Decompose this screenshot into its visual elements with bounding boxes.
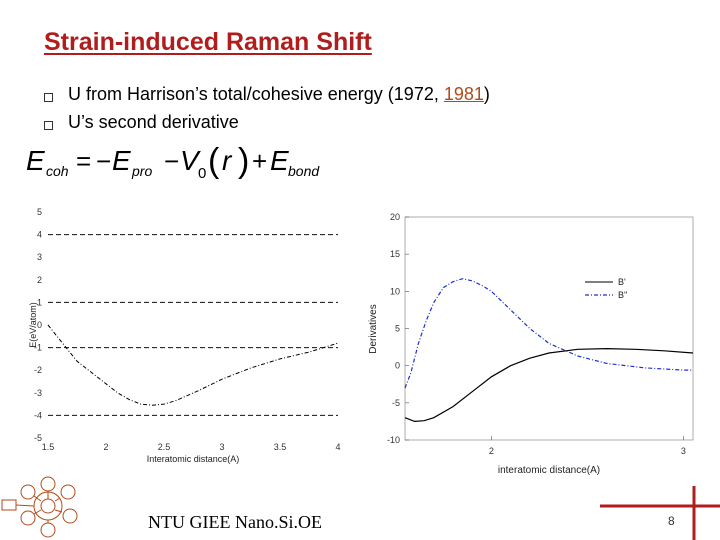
bullet-1-link[interactable]: 1981 [443,84,484,104]
page-number: 8 [668,514,675,528]
energy-y-tick-label: 4 [37,230,42,240]
eq-term3-sub: bond [288,163,320,179]
derivatives-legend: B' B'' [585,277,628,300]
energy-y-tick-label: 5 [37,207,42,217]
eq-minus-2: − [164,146,179,176]
energy-y-tick-label: 0 [37,320,42,330]
energy-y-tick-label: -5 [34,433,42,443]
eq-plus: + [252,146,267,176]
eq-term1: E [112,145,131,176]
eq-lhs: E [26,145,45,176]
energy-y-tick-label: 2 [37,275,42,285]
series-b-prime-line [404,347,694,423]
footer-lab-name: NTU GIEE Nano.Si.OE [148,512,322,532]
derivatives-x-tick-label: 2 [489,446,494,456]
energy-curve [47,324,339,406]
energy-y-tick-label: 1 [37,297,42,307]
energy-chart-ylabel: E(eV/atom) [28,302,38,348]
derivatives-y-tick-label: -5 [392,398,400,408]
energy-x-tick-label: 3 [219,442,224,452]
eq-paren-open: ( [208,142,220,180]
series-b-double-prime-line [404,278,693,389]
derivatives-chart-ylabel: Derivatives [368,304,379,353]
legend-label-b-double-prime: B'' [618,290,628,300]
eq-lhs-sub: coh [46,163,69,179]
derivatives-y-tick-label: 0 [395,361,400,371]
bullet-2-text: U’s second derivative [68,112,239,132]
energy-x-tick-label: 2 [103,442,108,452]
bullet-1-prefix: U from Harrison’s total/cohesive energy … [68,84,444,104]
derivatives-chart-xlabel: interatomic distance(A) [498,465,600,476]
energy-x-tick-label: 1.5 [42,442,55,452]
cohesive-energy-equation: E coh = − E pro − V 0 ( r ) + E bond [26,142,320,182]
eq-term2-sub: 0 [198,165,206,182]
derivatives-plot-frame [404,216,694,441]
energy-x-tick-label: 4 [335,442,340,452]
energy-y-tick-label: -3 [34,388,42,398]
bullet-text-2: U’s second derivative [68,112,239,133]
eq-term1-sub: pro [131,163,152,179]
energy-y-tick-label: 3 [37,252,42,262]
eq-minus-1: − [96,146,111,176]
derivatives-y-tick-label: -10 [387,435,400,445]
bullet-text-1: U from Harrison’s total/cohesive energy … [68,84,490,105]
eq-term2: V [180,145,201,176]
eq-term3: E [270,145,289,176]
energy-y-tick-label: -2 [34,365,42,375]
energy-x-tick-label: 2.5 [158,442,171,452]
bullet-marker-1 [44,93,53,102]
legend-label-b-prime: B' [618,277,626,287]
lab-logo-icon [1,476,78,538]
eq-equals: = [76,146,91,176]
slide-title: Strain-induced Raman Shift [44,28,372,56]
derivatives-y-tick-label: 15 [390,249,400,259]
energy-y-tick-label: -4 [34,410,42,420]
energy-chart: E(eV/atom) Interatomic distance(A) 5 4 3 2 1… [28,207,341,464]
bullet-marker-2 [44,121,53,130]
derivatives-y-tick-label: 10 [390,286,400,296]
eq-paren-close: ) [238,142,249,180]
eq-term2-arg: r [222,145,233,176]
energy-x-tick-label: 3.5 [274,442,287,452]
derivatives-x-tick-label: 3 [681,446,686,456]
derivatives-y-tick-label: 5 [395,324,400,334]
energy-y-tick-label: -1 [34,343,42,353]
energy-chart-xlabel: Interatomic distance(A) [147,454,240,464]
derivatives-y-tick-label: 20 [390,212,400,222]
bullet-1-suffix: ) [483,84,490,104]
derivatives-chart: Derivatives interatomic distance(A) 2015… [368,212,694,476]
footer-decoration [600,486,720,540]
